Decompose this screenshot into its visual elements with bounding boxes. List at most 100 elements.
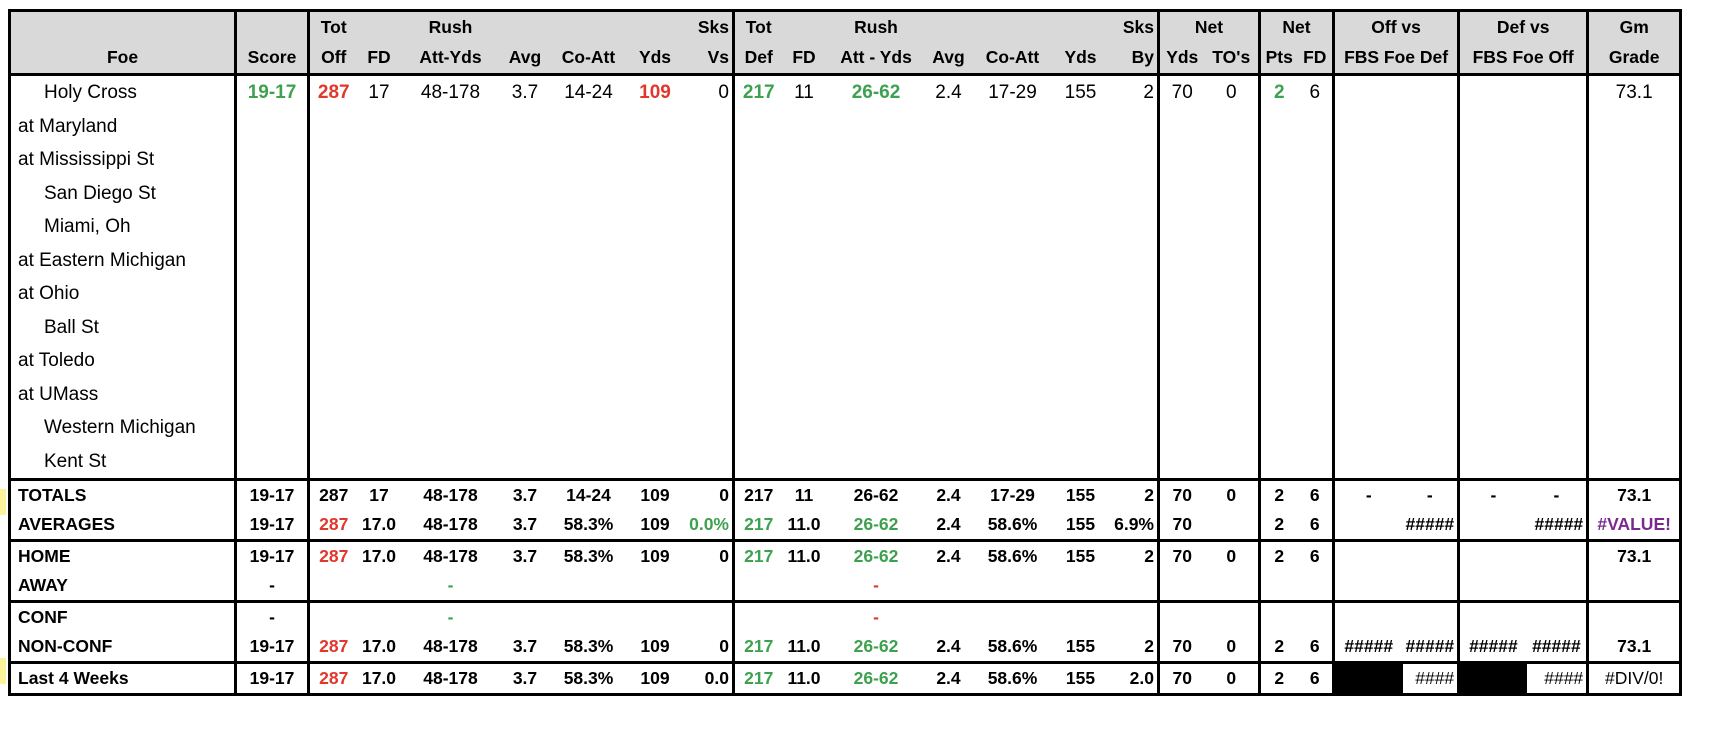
score-cell: - [234, 571, 309, 602]
table-row[interactable]: San Diego St [10, 176, 1681, 210]
row-highlight-marker [0, 658, 6, 684]
co-att-def-cell: 58.6% [970, 539, 1055, 571]
foe-name: at Toledo [18, 350, 95, 371]
sks-vs-cell: 0.0 [682, 661, 734, 695]
rush-def-cell: 26-62 [825, 478, 927, 510]
foe-name: San Diego St [44, 182, 156, 204]
rush-cell: 48-178 [400, 478, 501, 510]
away-row[interactable]: AWAY - - - [10, 571, 1681, 602]
avg-def-cell: 2.4 [936, 514, 961, 534]
def-vs-cell: ##### [1532, 636, 1581, 656]
score-cell: 19-17 [234, 478, 309, 510]
co-att-cell: 58.3% [563, 514, 614, 534]
pass-yds-def-cell: 155 [1054, 73, 1107, 110]
avg-cell: 3.7 [512, 514, 538, 534]
off-vs-cell: ##### [1405, 514, 1455, 534]
hdr-sks-by: Sks [1106, 10, 1159, 42]
hdr-co-att: Co-Att [549, 42, 628, 75]
filled-black-cell [1332, 661, 1403, 695]
table-row[interactable]: Ball St [10, 310, 1681, 344]
sks-by-cell: 2 [1144, 636, 1154, 656]
table-row[interactable]: at Toledo [10, 344, 1681, 378]
hdr-rush-off: Rush [400, 10, 501, 42]
row-label: CONF [9, 600, 236, 632]
pass-yds-cell: 109 [627, 661, 683, 695]
foe-name: at Mississippi St [18, 149, 155, 170]
averages-row[interactable]: AVERAGES 19-17 287 17.0 48-178 3.7 58.3%… [10, 510, 1681, 541]
score-cell: - [234, 600, 309, 632]
hdr-vs: Vs [682, 42, 734, 75]
sks-by-cell: 2.0 [1106, 661, 1159, 695]
off-vs-cell: ##### [1405, 636, 1455, 656]
hdr-rush-def: Rush [825, 10, 927, 42]
table-row[interactable]: at Eastern Michigan [10, 243, 1681, 277]
def-vs-cell: ##### [1457, 632, 1527, 663]
hdr-by: By [1106, 42, 1159, 75]
table-row[interactable]: Holy Cross 19-17 287 17 48-178 3.7 14-24… [9, 73, 1681, 110]
score-cell: 19-17 [234, 632, 309, 663]
rush-cell: 48-178 [400, 73, 501, 110]
hdr-pts: Pts [1258, 42, 1298, 75]
co-att-def-cell: 58.6% [970, 661, 1055, 695]
hdr-avg: Avg [500, 42, 550, 75]
avg-cell: 3.7 [500, 661, 550, 695]
rush-def-cell: - [873, 575, 879, 595]
table-row[interactable]: at Maryland [10, 109, 1681, 143]
hdr-tos: TO's [1204, 42, 1260, 75]
avg-cell: 3.7 [500, 539, 550, 571]
rush-cell: 48-178 [423, 636, 478, 656]
table-row[interactable]: at UMass [10, 377, 1681, 411]
last-4-weeks-row[interactable]: Last 4 Weeks 19-17 287 17.0 48-178 3.7 5… [9, 661, 1681, 695]
fd-def-cell: 11 [782, 73, 826, 110]
row-label: Last 4 Weeks [9, 661, 236, 695]
net-to-cell: 0 [1226, 636, 1237, 656]
tot-def-cell: 217 [732, 632, 783, 663]
nonconf-row[interactable]: NON-CONF 19-17 287 17.0 48-178 3.7 58.3%… [10, 632, 1681, 663]
tot-def-cell: 217 [732, 510, 783, 541]
net-yds-cell: 70 [1157, 661, 1205, 695]
score-cell: 19-17 [234, 73, 309, 110]
home-row[interactable]: HOME 19-17 287 17.0 48-178 3.7 58.3% 109… [9, 539, 1681, 571]
net-pts-cell: 2 [1258, 539, 1298, 571]
table-row[interactable]: at Mississippi St [10, 143, 1681, 177]
tot-off-cell: 287 [307, 73, 358, 110]
co-att-cell: 58.3% [549, 539, 628, 571]
sks-vs-cell: 0 [682, 478, 734, 510]
hdr-score: Score [234, 42, 309, 75]
row-label: AWAY [18, 575, 68, 595]
row-label: NON-CONF [18, 636, 113, 656]
tot-off-cell: 287 [307, 632, 358, 663]
avg-cell: 3.7 [500, 478, 550, 510]
foe-name: Miami, Oh [44, 216, 131, 237]
table-row[interactable]: Western Michigan [10, 411, 1681, 445]
hdr-fd-net: FD [1297, 42, 1334, 75]
net-yds-cell: 70 [1157, 539, 1205, 571]
co-att-cell: 58.3% [563, 636, 614, 656]
fd-def-cell: 11.0 [782, 539, 826, 571]
co-att-cell: 14-24 [549, 478, 628, 510]
table-row[interactable]: Kent St [10, 444, 1681, 480]
foe-name: Ball St [44, 316, 99, 338]
totals-row[interactable]: TOTALS 19-17 287 17 48-178 3.7 14-24 109… [9, 478, 1681, 510]
fd-def-cell: 11 [782, 478, 826, 510]
hdr-grade: Grade [1586, 42, 1681, 75]
rush-def-cell: 26-62 [825, 661, 927, 695]
hdr-net-yds: Net [1157, 10, 1260, 42]
pass-yds-cell: 109 [627, 478, 683, 510]
foe-name: Holy Cross [9, 73, 236, 110]
row-label: AVERAGES [18, 514, 115, 534]
sks-by-cell: 2 [1106, 539, 1159, 571]
sks-by-cell: 2 [1106, 73, 1159, 110]
hdr-yds: Yds [627, 42, 683, 75]
def-vs-cell: - [1526, 478, 1588, 510]
grade-cell: 73.1 [1586, 632, 1681, 663]
pass-yds-def-cell: 155 [1054, 539, 1107, 571]
tot-def-cell: 217 [732, 478, 783, 510]
rush-def-cell: 26-62 [825, 539, 927, 571]
avg-cell: 3.7 [512, 636, 538, 656]
table-row[interactable]: Miami, Oh [10, 210, 1681, 244]
sks-by-cell: 2 [1106, 478, 1159, 510]
table-row[interactable]: at Ohio [10, 277, 1681, 311]
avg-def-cell: 2.4 [936, 636, 961, 656]
conf-row[interactable]: CONF - - - [9, 600, 1681, 632]
